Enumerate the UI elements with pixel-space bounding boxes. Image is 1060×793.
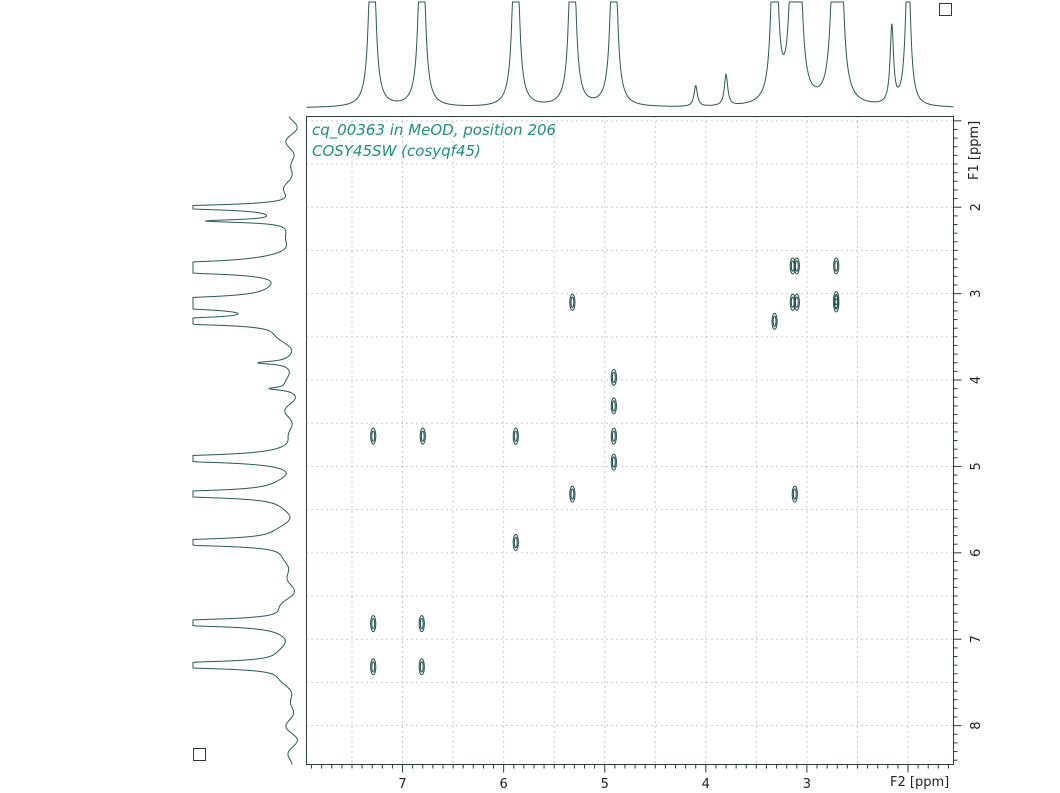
cross-peak [512,533,519,551]
title-line-2: COSY45SW (cosyqf45) [312,142,481,160]
x-tick-label: 4 [702,777,710,792]
cross-peak-inner [513,430,518,442]
grid-lines [306,116,954,765]
cross-peak [793,293,800,311]
cross-peak [610,453,617,471]
y-axis-label: F1 [ppm] [967,121,982,180]
cross-peak-inner [371,430,376,442]
cross-peak-inner [794,260,799,272]
y-tick-label: 4 [969,376,984,384]
cross-peak-inner [419,617,424,630]
cross-peak-inner [513,536,518,549]
cross-peak-inner [772,315,777,327]
cross-peak [419,427,426,445]
x-tick-label: 7 [398,777,406,792]
y-tick-label: 8 [969,721,984,729]
cross-peak [569,293,576,311]
cross-peak [370,658,377,676]
cross-peak [418,658,425,676]
cross-peak [569,485,576,503]
x-tick-label: 5 [601,777,609,792]
cross-peak [610,368,617,386]
cross-peak-inner [570,296,575,308]
cross-peak-inner [611,430,616,442]
top-right-square-button[interactable] [939,3,952,16]
cross-peak [791,485,798,503]
cross-peak-inner [611,400,616,412]
cross-peak [610,427,617,445]
y-tick-label: 6 [969,549,984,557]
y-tick-label: 5 [969,462,984,470]
y-tick-label: 7 [969,635,984,643]
cross-peak [833,257,840,275]
cross-peak [370,615,377,633]
y-tick-label: 2 [969,203,984,211]
f2-projection-trace [306,1,954,108]
cross-peak [512,427,519,445]
f1-projection-trace [192,116,298,765]
cross-peak-inner [371,617,376,630]
cross-peak-inner [611,456,616,468]
cross-peak-inner [611,371,616,384]
title-line-1: cq_00363 in MeOD, position 206 [312,121,556,140]
cross-peak-inner [794,296,799,308]
cross-peak [793,257,800,275]
cross-peak [418,615,425,633]
x-tick-label: 6 [499,777,507,792]
cross-peak-inner [419,661,424,673]
axis-ticks [311,120,962,773]
cross-peak-contours [370,257,840,676]
x-axis-label: F2 [ppm] [890,775,949,790]
y-tick-label: 3 [969,289,984,297]
cross-peak [833,295,840,313]
cross-peak-inner [834,260,839,272]
f2-trace-line [306,1,954,108]
cross-peak-inner [834,298,839,310]
tick-labels: 7 6 5 4 3 2 3 4 5 6 7 8 [398,203,984,792]
f1-trace-line [192,116,298,765]
cross-peak [771,312,778,330]
x-tick-label: 3 [803,777,811,792]
bottom-left-square-button[interactable] [193,748,206,761]
cross-peak-inner [371,661,376,673]
cross-peak [370,427,377,445]
cross-peak-inner [570,488,575,500]
cross-peak [610,397,617,415]
cross-peak-inner [420,430,425,442]
cross-peak-inner [792,488,797,500]
plot-frame [306,116,954,765]
